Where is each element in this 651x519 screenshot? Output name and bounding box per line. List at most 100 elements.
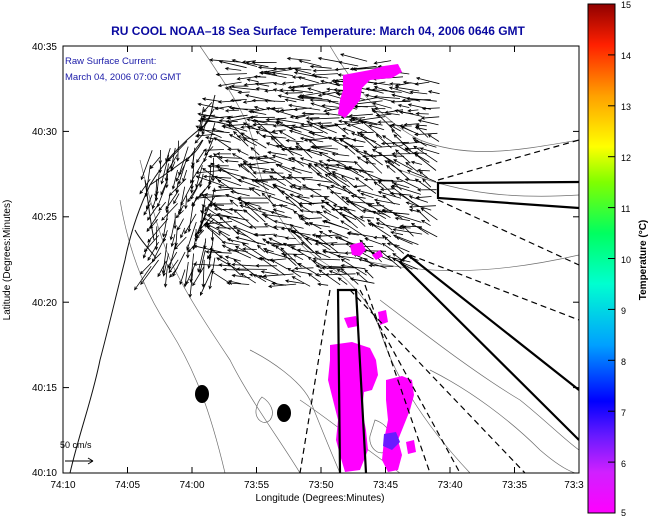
current-vector-arrow <box>163 268 168 288</box>
current-vector-arrow <box>204 222 230 237</box>
current-vector-arrow <box>284 91 303 95</box>
current-vector-arrow <box>308 124 328 134</box>
station-marker-2 <box>277 404 291 422</box>
current-vector-arrow <box>295 141 313 159</box>
current-vector-arrow <box>157 185 166 208</box>
current-vector-arrow <box>370 223 392 238</box>
current-vector-arrow <box>202 102 213 113</box>
current-vector-arrow <box>189 253 194 283</box>
current-vector-arrow <box>373 106 386 111</box>
current-vector-arrow <box>308 130 324 135</box>
current-vector-arrow <box>240 162 256 179</box>
current-vector-arrow <box>417 226 438 238</box>
current-vector-arrow <box>373 95 401 99</box>
current-vector-arrow <box>401 98 431 103</box>
current-vector-arrow <box>196 148 206 164</box>
current-vector-arrow <box>399 110 414 115</box>
current-vector-arrow <box>373 181 383 189</box>
current-vector-arrow <box>253 105 266 110</box>
current-vector-arrow <box>234 245 261 260</box>
current-vector-arrow <box>272 183 304 196</box>
current-vector-arrow <box>316 183 333 189</box>
current-vector-arrow <box>201 97 221 102</box>
current-vector-arrow <box>227 279 242 284</box>
current-vector-arrow <box>395 236 413 245</box>
current-vector-arrow <box>372 210 387 220</box>
current-vector-arrow <box>272 234 287 238</box>
current-vector-arrow <box>270 211 292 219</box>
current-vector-arrow <box>267 283 297 289</box>
current-vector-arrow <box>175 210 184 219</box>
current-vector-arrow <box>371 88 402 93</box>
current-label-line-2: March 04, 2006 07:00 GMT <box>65 72 181 83</box>
current-vector-arrow <box>352 138 366 143</box>
x-tick-label: 73:50 <box>308 480 333 491</box>
current-vector-arrow <box>301 111 330 116</box>
current-vector-arrow <box>227 147 240 152</box>
current-vector-arrow <box>364 269 374 279</box>
current-vector-arrow <box>272 81 285 86</box>
current-vector-arrow <box>394 82 412 87</box>
current-vector-arrow <box>169 219 176 241</box>
current-vector-arrow <box>364 160 376 165</box>
current-vector-arrow <box>277 94 305 102</box>
current-vector-arrow <box>415 123 427 128</box>
current-vector-arrow <box>319 123 347 128</box>
current-vector-arrow <box>219 216 240 235</box>
current-vector-arrow <box>338 60 359 67</box>
current-vector-arrow <box>290 166 313 174</box>
current-vector-arrow <box>300 122 320 127</box>
current-vector-arrow <box>421 219 431 227</box>
current-vector-arrow <box>175 165 185 182</box>
current-vector-arrow <box>414 153 437 171</box>
current-vector-arrow <box>308 162 322 175</box>
y-tick-label: 40:30 <box>32 127 57 138</box>
x-tick-label: 74:10 <box>50 480 75 491</box>
current-vector-arrow <box>208 58 241 63</box>
current-vector-arrow <box>344 145 356 155</box>
current-vector-arrow <box>218 263 232 267</box>
current-vector-arrow <box>322 210 339 219</box>
current-vector-arrow <box>406 169 437 183</box>
current-vector-arrow <box>149 219 159 230</box>
current-vector-arrow <box>262 155 283 165</box>
current-vector-arrow <box>195 229 205 239</box>
current-vector-arrow <box>309 117 340 121</box>
current-vector-arrow <box>371 107 395 131</box>
current-vector-arrow <box>410 160 422 165</box>
current-vector-arrow <box>272 208 285 213</box>
current-vector-arrow <box>190 156 207 184</box>
current-vector-arrow <box>224 86 242 92</box>
current-vector-arrow <box>299 217 322 221</box>
current-vector-arrow <box>192 262 222 266</box>
current-vector-arrow <box>364 93 396 103</box>
current-vector-arrow <box>340 267 359 285</box>
current-vector-arrow <box>381 242 395 252</box>
current-vector-arrow <box>284 236 297 240</box>
current-vector-arrow <box>265 240 296 247</box>
current-vector-arrow <box>327 265 357 270</box>
current-vector-arrow <box>287 267 302 278</box>
current-vector-arrow <box>285 138 304 143</box>
current-vector-arrow <box>270 168 297 189</box>
current-vector-arrow <box>269 175 287 187</box>
current-vector-arrow <box>350 194 366 199</box>
current-vector-arrow <box>180 179 195 207</box>
current-vector-arrow <box>280 190 303 206</box>
current-vector-arrow <box>271 243 303 247</box>
x-tick-label: 73:45 <box>373 480 398 491</box>
current-vector-arrow <box>218 255 229 262</box>
current-vector-arrow <box>243 82 275 87</box>
current-vector-arrow <box>427 134 440 142</box>
current-vector-arrow <box>360 192 374 199</box>
colorbar-label: Temperature (°C) <box>638 220 649 301</box>
current-vector-arrow <box>216 212 249 221</box>
current-vector-arrow <box>143 235 159 253</box>
current-vector-arrow <box>306 148 329 155</box>
current-vector-arrow <box>161 203 178 221</box>
current-vector-arrow <box>149 156 161 170</box>
current-vector-arrow <box>168 178 187 197</box>
current-vector-arrow <box>325 166 338 171</box>
current-vector-arrow <box>252 122 275 127</box>
current-vector-arrow <box>162 253 169 277</box>
